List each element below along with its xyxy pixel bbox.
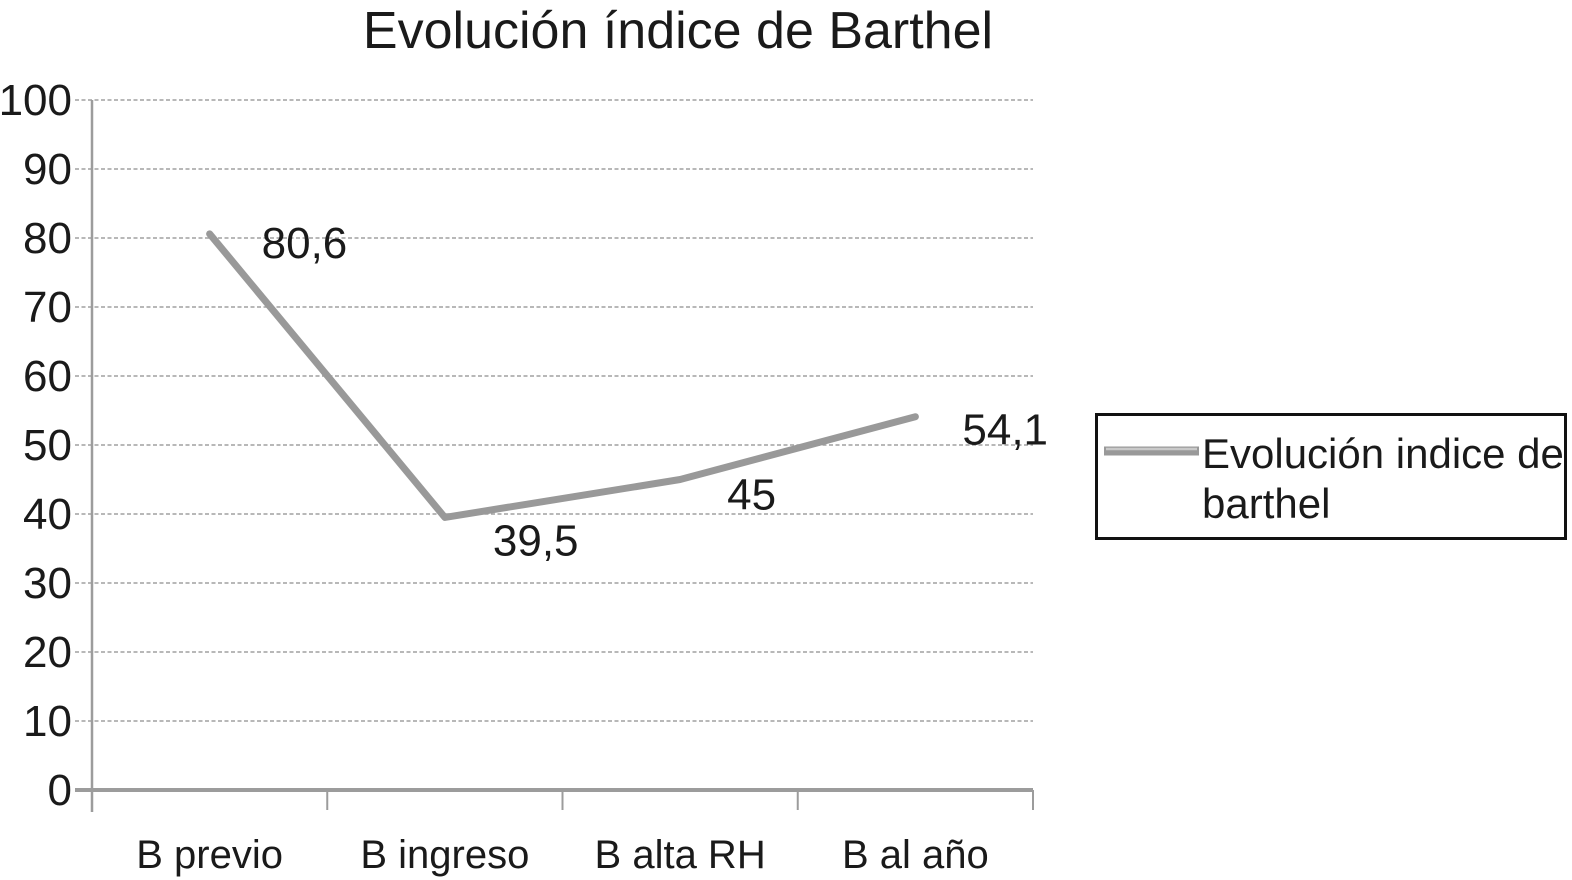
axes	[75, 100, 1034, 812]
y-tick-label: 10	[23, 697, 72, 746]
y-tick-label: 70	[23, 283, 72, 332]
y-tick-label: 90	[23, 145, 72, 194]
y-tick-label: 40	[23, 490, 72, 539]
y-tick-label: 0	[48, 766, 72, 815]
x-category-label: B al año	[842, 833, 989, 877]
data-point-label: 45	[727, 471, 776, 520]
legend-label-line-2: barthel	[1202, 480, 1330, 527]
legend-label-line-1: Evolución indice de	[1202, 430, 1564, 477]
y-tick-label: 80	[23, 214, 72, 263]
y-axis-labels: 0 10 20 30 40 50 60 70 80 90 100	[0, 76, 72, 815]
chart-title: Evolución índice de Barthel	[363, 2, 993, 60]
y-tick-label: 30	[23, 559, 72, 608]
series-line	[206, 230, 919, 521]
gridlines	[75, 99, 1033, 722]
y-tick-label: 100	[0, 76, 72, 125]
data-point-labels: 80,6 39,5 45 54,1	[262, 219, 1048, 566]
y-tick-label: 60	[23, 352, 72, 401]
legend: Evolución indice de barthel	[1095, 413, 1572, 540]
data-point-label: 54,1	[962, 406, 1048, 455]
y-tick-label: 50	[23, 421, 72, 470]
x-category-label: B ingreso	[360, 833, 529, 877]
legend-box	[1095, 413, 1567, 540]
x-axis-labels: B previo B ingreso B alta RH B al año	[136, 833, 989, 877]
data-series	[206, 230, 919, 521]
x-category-label: B alta RH	[595, 833, 766, 877]
y-tick-label: 20	[23, 628, 72, 677]
x-category-label: B previo	[136, 833, 283, 877]
legend-label: Evolución indice de barthel	[1202, 430, 1572, 527]
data-point-label: 80,6	[262, 219, 348, 268]
data-point-label: 39,5	[493, 516, 579, 565]
